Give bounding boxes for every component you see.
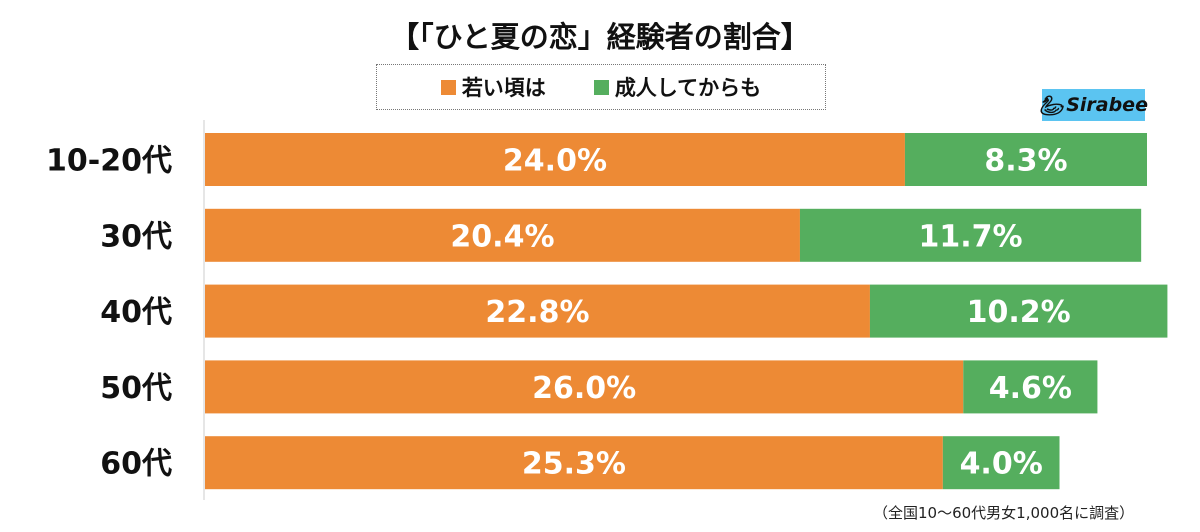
data-label: 22.8% xyxy=(485,295,589,330)
chart-title: 【「ひと夏の恋」経験者の割合】 xyxy=(390,20,810,54)
legend-label: 成人してからも xyxy=(614,76,762,100)
legend-label: 若い頃は xyxy=(461,76,546,100)
bar-young xyxy=(205,208,800,262)
bar-adult xyxy=(942,436,1060,490)
legend-swatch-green xyxy=(593,79,609,95)
bar-adult xyxy=(904,133,1147,186)
data-label: 11.7% xyxy=(919,219,1023,254)
bar-young xyxy=(205,284,870,338)
data-label: 25.3% xyxy=(522,447,626,482)
category-label: 10-20代 xyxy=(46,144,172,179)
bar-adult xyxy=(869,284,1168,338)
category-label: 50代 xyxy=(100,371,172,406)
category-label: 40代 xyxy=(100,295,172,330)
data-label: 8.3% xyxy=(984,144,1067,179)
data-label: 26.0% xyxy=(532,371,636,406)
data-label: 4.6% xyxy=(989,371,1072,406)
bar-adult xyxy=(963,360,1098,414)
data-label: 4.0% xyxy=(960,447,1043,482)
bar-young xyxy=(205,133,905,186)
bar-young xyxy=(205,360,964,414)
data-label: 24.0% xyxy=(503,144,607,179)
legend-swatch-orange xyxy=(440,79,456,95)
data-label: 10.2% xyxy=(967,295,1071,330)
category-label: 30代 xyxy=(100,219,172,254)
data-label: 20.4% xyxy=(450,219,554,254)
legend-item-young: 若い頃は xyxy=(440,72,546,102)
legend: 若い頃は 成人してからも xyxy=(376,64,826,110)
footnote: （全国10〜60代男女1,000名に調査） xyxy=(873,504,1135,522)
bar-young xyxy=(205,436,943,490)
category-label: 60代 xyxy=(100,447,172,482)
sirabee-logo: 🦢︎ Sirabee xyxy=(1039,89,1148,121)
legend-item-adult: 成人してからも xyxy=(593,72,762,102)
swan-icon: 🦢︎ xyxy=(1039,94,1064,117)
bar-adult xyxy=(799,208,1142,262)
